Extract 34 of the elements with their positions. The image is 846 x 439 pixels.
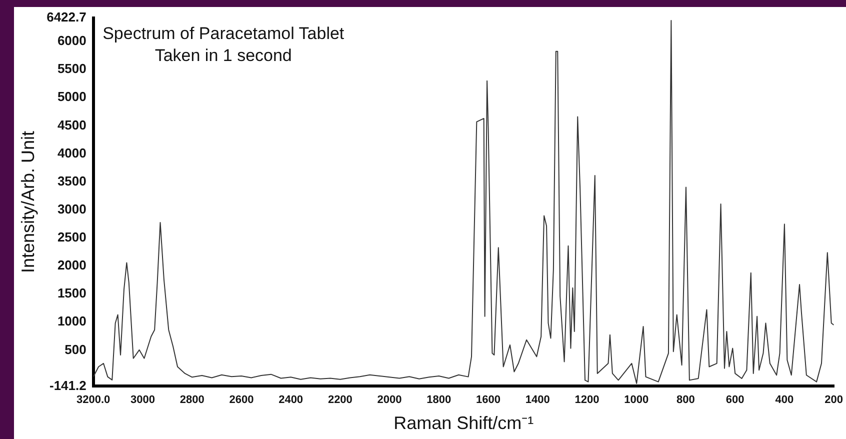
x-tick-label: 1600: [476, 394, 501, 406]
x-tick-label: 600: [726, 394, 744, 406]
y-tick-label: 5500: [57, 61, 86, 76]
y-tick-label: 6422.7: [46, 9, 86, 24]
x-tick-label: 1200: [574, 394, 600, 406]
y-tick-label: 2500: [57, 230, 86, 245]
text: Taken in 1 second: [154, 46, 292, 65]
y-tick-label: -141.2: [49, 378, 86, 393]
x-tick-label: 800: [676, 394, 695, 406]
y-tick-label: 1500: [57, 286, 86, 301]
chart-title: Spectrum of Paracetamol Tablet: [102, 24, 344, 43]
y-tick-label: 4500: [57, 117, 86, 132]
x-tick-label: 2400: [278, 394, 304, 406]
y-tick-label: 6000: [57, 33, 86, 48]
x-tick-label: 2200: [328, 394, 352, 406]
x-tick-label: 200: [824, 394, 844, 406]
x-tick-label: 1000: [624, 394, 649, 406]
y-tick-label: 2000: [57, 258, 86, 273]
y-tick-label: 5000: [57, 89, 86, 104]
x-tick-label: 400: [775, 394, 794, 406]
x-axis-title: Raman Shift/cm⁻¹: [394, 413, 534, 434]
y-tick-label: 4000: [57, 145, 86, 160]
x-tick-label: 3200.0: [76, 394, 110, 406]
x-tick-label: 2600: [229, 394, 254, 406]
x-tick-label: 3000: [130, 394, 155, 406]
x-tick-label: 2800: [180, 394, 204, 406]
x-tick-label: 1400: [525, 394, 550, 406]
y-tick-label: 1000: [57, 314, 86, 329]
x-tick-label: 2000: [377, 394, 402, 406]
x-tick-label: 1800: [426, 394, 452, 406]
y-tick-label: 3500: [57, 173, 86, 188]
y-axis-title: Intensity/Arb. Unit: [18, 130, 38, 274]
y-tick-label: 3000: [57, 201, 86, 216]
y-tick-label: 500: [64, 342, 86, 357]
